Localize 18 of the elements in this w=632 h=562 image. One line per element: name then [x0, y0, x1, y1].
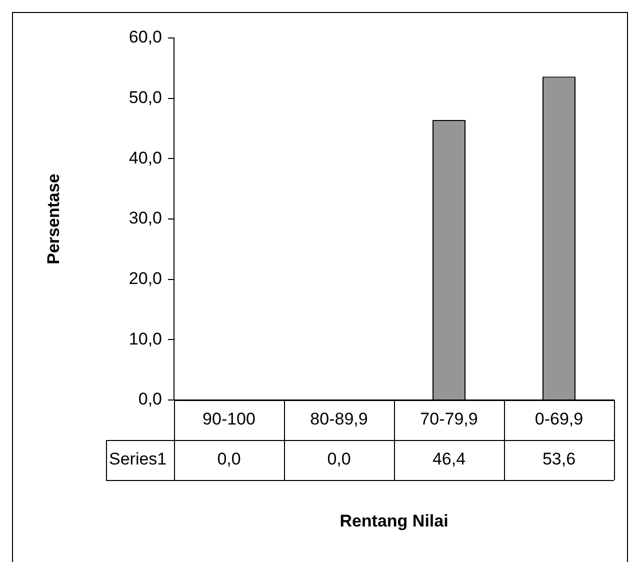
x-tick-label: 0-69,9	[534, 410, 584, 429]
y-tick-label: 30,0	[128, 208, 162, 228]
y-tick-label: 60,0	[128, 28, 162, 47]
x-axis-title: Rentang Nilai	[340, 511, 448, 530]
y-tick-label: 10,0	[128, 329, 162, 348]
y-tick-label: 50,0	[128, 88, 162, 108]
y-axis-title: Persentase	[44, 174, 63, 264]
data-label: 0,0	[327, 450, 351, 469]
data-label: 53,6	[542, 450, 576, 469]
y-tick-label: 40,0	[128, 148, 162, 168]
data-label: 0,0	[217, 450, 241, 469]
x-tick-label: 90-100	[202, 410, 256, 429]
y-tick-label: 0,0	[138, 390, 162, 409]
x-tick-label: 80-89,9	[310, 410, 368, 429]
y-tick-label: 20,0	[128, 269, 162, 288]
data-label: 46,4	[432, 450, 466, 469]
x-tick-label: 70-79,9	[420, 410, 478, 429]
text: Series1	[109, 450, 167, 469]
